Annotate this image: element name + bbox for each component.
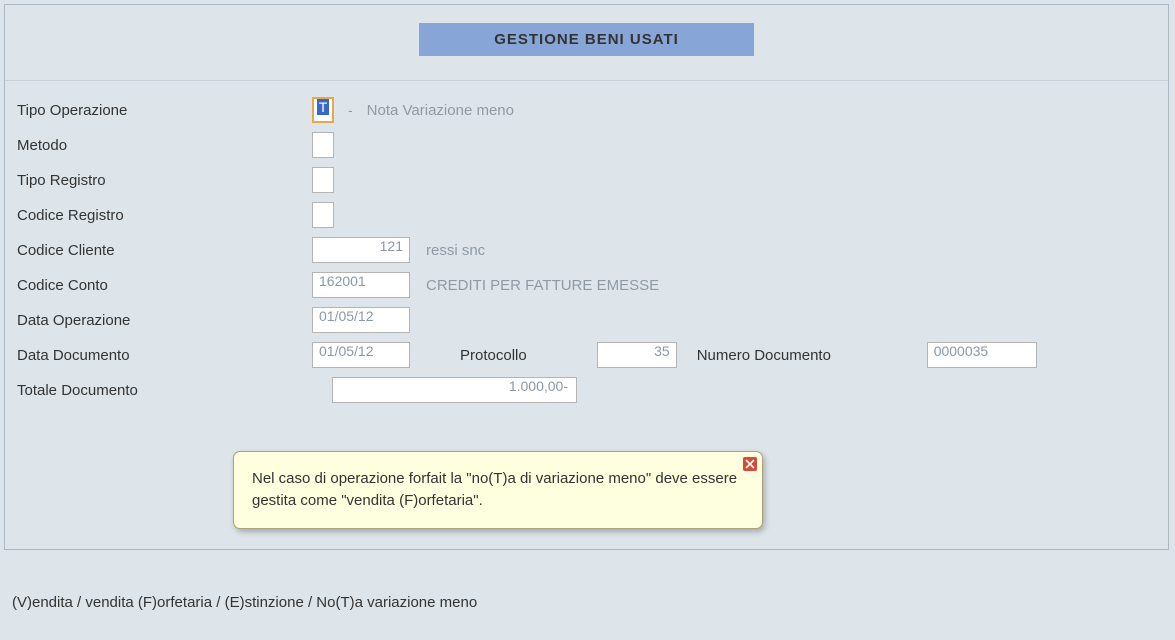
- header-bar: GESTIONE BENI USATI: [5, 5, 1168, 81]
- label-codice-conto: Codice Conto: [17, 277, 312, 294]
- selected-value: T: [317, 99, 330, 115]
- row-data-documento: Data Documento 01/05/12 Protocollo 35 Nu…: [17, 342, 1156, 368]
- input-totale-documento[interactable]: 1.000,00-: [332, 377, 577, 403]
- row-tipo-operazione: Tipo Operazione T - Nota Variazione meno: [17, 97, 1156, 123]
- input-codice-conto[interactable]: 162001: [312, 272, 410, 298]
- row-codice-conto: Codice Conto 162001 CREDITI PER FATTURE …: [17, 272, 1156, 298]
- label-codice-cliente: Codice Cliente: [17, 242, 312, 259]
- input-metodo[interactable]: [312, 132, 334, 158]
- input-tipo-registro[interactable]: [312, 167, 334, 193]
- label-protocollo: Protocollo: [460, 347, 527, 364]
- desc-codice-conto: CREDITI PER FATTURE EMESSE: [426, 277, 659, 294]
- label-tipo-registro: Tipo Registro: [17, 172, 312, 189]
- input-tipo-operazione[interactable]: T: [312, 97, 334, 123]
- input-numero-documento[interactable]: 0000035: [927, 342, 1037, 368]
- row-codice-cliente: Codice Cliente 121 ressi snc: [17, 237, 1156, 263]
- input-codice-registro[interactable]: [312, 202, 334, 228]
- label-data-operazione: Data Operazione: [17, 312, 312, 329]
- input-codice-cliente[interactable]: 121: [312, 237, 410, 263]
- tooltip-text: Nel caso di operazione forfait la "no(T)…: [252, 470, 737, 509]
- input-data-operazione[interactable]: 01/05/12: [312, 307, 410, 333]
- row-codice-registro: Codice Registro: [17, 202, 1156, 228]
- label-data-documento: Data Documento: [17, 347, 312, 364]
- input-protocollo[interactable]: 35: [597, 342, 677, 368]
- main-panel: GESTIONE BENI USATI Tipo Operazione T - …: [4, 4, 1169, 550]
- label-metodo: Metodo: [17, 137, 312, 154]
- label-codice-registro: Codice Registro: [17, 207, 312, 224]
- close-icon[interactable]: [743, 457, 757, 471]
- label-numero-documento: Numero Documento: [697, 347, 927, 364]
- row-data-operazione: Data Operazione 01/05/12: [17, 307, 1156, 333]
- tooltip-box: Nel caso di operazione forfait la "no(T)…: [233, 451, 763, 529]
- footer-legend: (V)endita / vendita (F)orfetaria / (E)st…: [0, 554, 1175, 611]
- form-area: Tipo Operazione T - Nota Variazione meno…: [5, 81, 1168, 403]
- separator-dash: -: [348, 102, 353, 118]
- label-totale-documento: Totale Documento: [17, 382, 332, 399]
- label-tipo-operazione: Tipo Operazione: [17, 102, 312, 119]
- input-data-documento[interactable]: 01/05/12: [312, 342, 410, 368]
- row-totale-documento: Totale Documento 1.000,00-: [17, 377, 1156, 403]
- row-metodo: Metodo: [17, 132, 1156, 158]
- desc-tipo-operazione: Nota Variazione meno: [367, 102, 514, 119]
- title-banner: GESTIONE BENI USATI: [419, 23, 754, 56]
- row-tipo-registro: Tipo Registro: [17, 167, 1156, 193]
- desc-codice-cliente: ressi snc: [426, 242, 485, 259]
